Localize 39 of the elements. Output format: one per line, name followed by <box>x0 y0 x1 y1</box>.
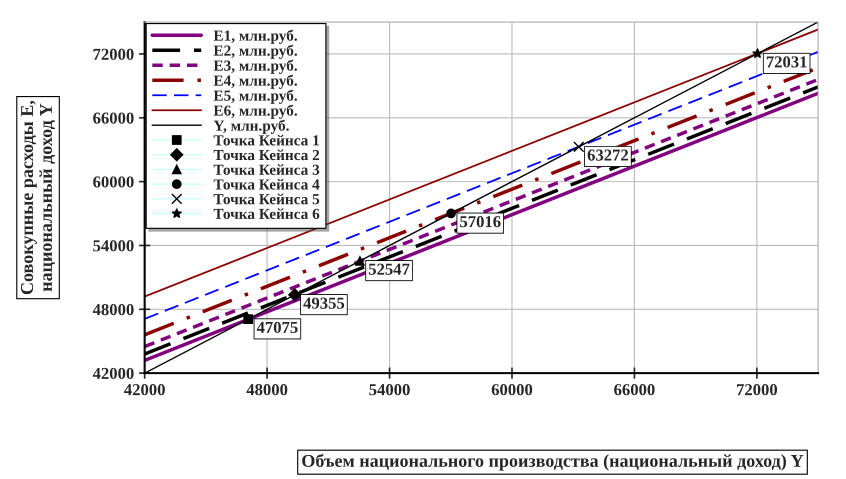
legend-label: Точка Кейнса 3 <box>214 164 320 175</box>
legend-label: E5, млн.руб. <box>214 90 297 104</box>
point <box>446 208 456 218</box>
y-axis-title: Совокупные расходы E, национальный доход Y <box>20 100 55 294</box>
x-axis-title: Объем национального производства (национальный доход) Y <box>302 454 804 471</box>
y-tick-label: 66000 <box>93 112 134 124</box>
y-tick-label: 48000 <box>92 304 134 316</box>
legend-label: E1, млн.руб. <box>214 30 297 44</box>
legend-label: Точка Кейнса 5 <box>214 194 320 204</box>
x-tick-label: 66000 <box>614 384 655 396</box>
y-tick-label: 60000 <box>93 176 134 188</box>
data-label: 72031 <box>766 56 807 68</box>
x-tick-label: 54000 <box>369 384 410 396</box>
y-tick-label: 72000 <box>94 48 134 60</box>
legend-label: Точка Кейнса 2 <box>214 150 320 160</box>
data-label: 57016 <box>460 216 501 228</box>
legend-label: E3, млн.руб. <box>214 60 297 74</box>
x-tick-label: 72000 <box>736 384 778 396</box>
legend-label: E6, млн.руб. <box>214 104 297 119</box>
x-tick-label: 48000 <box>246 384 288 396</box>
y-tick-label: 54000 <box>93 240 134 252</box>
point <box>355 256 365 266</box>
x-tick-label: 42000 <box>124 384 165 396</box>
point <box>288 288 302 302</box>
x-tick-label: 60000 <box>492 384 532 396</box>
legend-label: Точка Кейнса 6 <box>214 208 320 220</box>
data-label: 47075 <box>256 322 298 334</box>
data-label: 49355 <box>303 298 344 309</box>
point <box>752 48 763 58</box>
legend-label: E2, млн.руб. <box>214 44 297 59</box>
legend-label: Точка Кейнса 4 <box>214 178 320 190</box>
point <box>573 141 584 152</box>
legend-label: E4, млн.руб. <box>214 74 297 89</box>
legend-label: Y, млн.руб. <box>214 120 289 134</box>
data-label: 52547 <box>368 264 410 275</box>
y-tick-label: 42000 <box>92 368 134 380</box>
data-label: 63272 <box>588 150 628 161</box>
legend-label: Точка Кейнса 1 <box>214 134 319 146</box>
point <box>243 314 254 324</box>
